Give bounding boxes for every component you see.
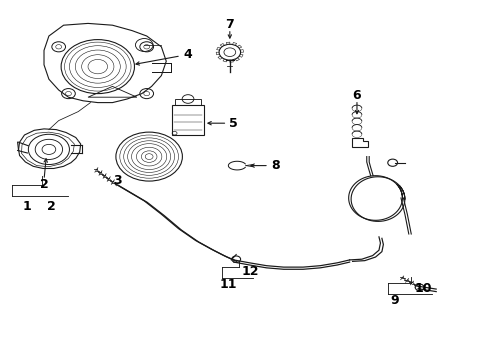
- Text: 4: 4: [183, 48, 192, 61]
- Text: 2: 2: [40, 178, 48, 191]
- Bar: [172, 105, 203, 135]
- Text: 7: 7: [225, 18, 234, 31]
- Text: 12: 12: [241, 265, 258, 278]
- Text: 9: 9: [390, 294, 399, 307]
- Text: 5: 5: [228, 117, 237, 130]
- Bar: [174, 99, 201, 105]
- Text: 1: 1: [22, 201, 31, 213]
- Text: 2: 2: [47, 201, 56, 213]
- Text: 8: 8: [270, 159, 279, 172]
- Text: 10: 10: [413, 282, 431, 294]
- Text: 3: 3: [113, 174, 122, 186]
- Text: 11: 11: [219, 278, 237, 291]
- Text: 6: 6: [352, 89, 361, 102]
